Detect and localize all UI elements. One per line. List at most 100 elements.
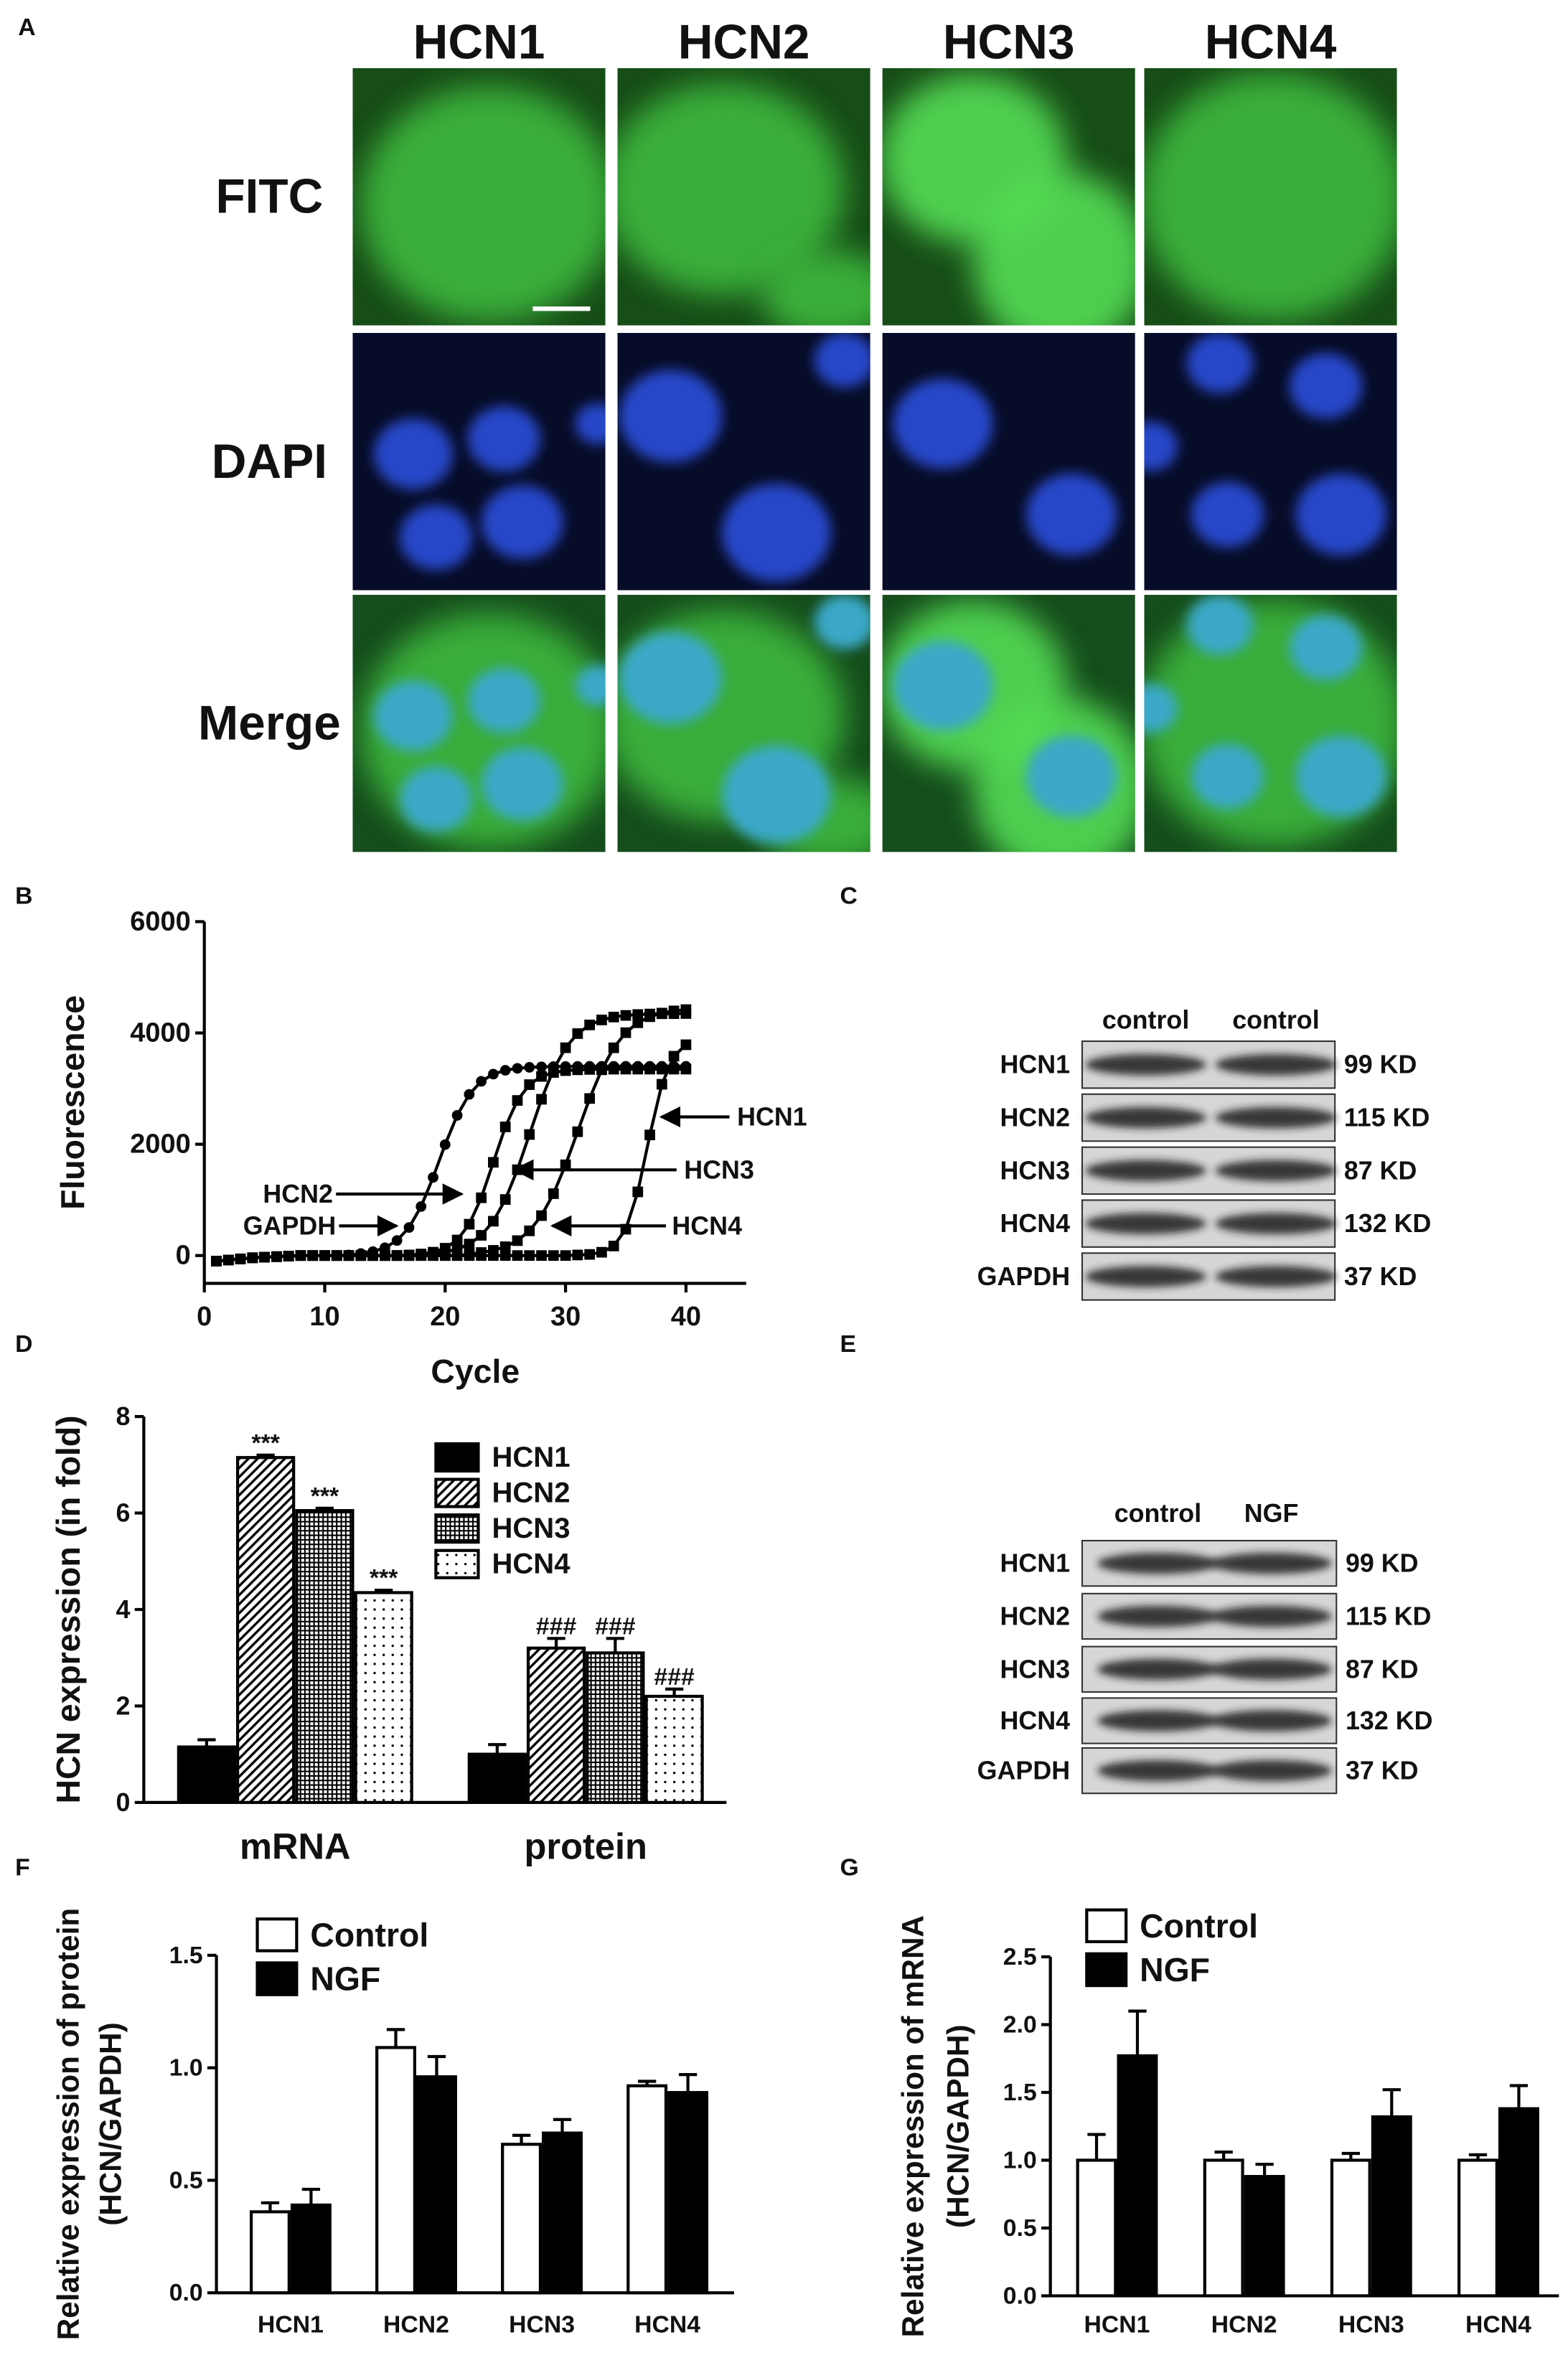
point: [596, 1061, 607, 1072]
panel-label: E: [840, 1330, 857, 1358]
point: [512, 1095, 523, 1106]
point: [656, 1079, 667, 1090]
y-tick-label: 0.0: [1003, 2282, 1037, 2309]
series-line: [216, 1064, 686, 1263]
legend-swatch: [255, 1961, 299, 1996]
point: [499, 1241, 511, 1252]
blot-band: [1085, 1160, 1206, 1182]
bar: [1076, 2158, 1117, 2298]
size-label: 115 KD: [1346, 1602, 1432, 1630]
size-label: 37 KD: [1346, 1757, 1419, 1785]
error-bar: [606, 1637, 624, 1653]
error-bar: [678, 2072, 698, 2093]
significance-label: ###: [595, 1612, 636, 1640]
point: [524, 1250, 535, 1261]
point: [499, 1194, 511, 1205]
nucleus: [1144, 683, 1178, 733]
y-tick-label: 1.5: [169, 1942, 203, 1969]
point: [451, 1234, 463, 1246]
point: [331, 1250, 342, 1261]
micrograph: [617, 332, 870, 591]
error-bar: [1214, 2151, 1233, 2161]
nucleus: [1025, 736, 1117, 817]
bar: [290, 2203, 332, 2295]
point: [632, 1061, 644, 1072]
size-label: 115 KD: [1344, 1104, 1430, 1132]
point: [548, 1250, 559, 1261]
error-bar: [1382, 2088, 1401, 2118]
point: [596, 1014, 607, 1025]
y-tick-label: 2.0: [1003, 2011, 1037, 2038]
size-label: 87 KD: [1346, 1655, 1419, 1683]
point: [596, 1246, 607, 1258]
y-axis-label: (HCN/GAPDH): [93, 2022, 127, 2225]
curve-label: HCN4: [672, 1211, 742, 1240]
blot-band: [1215, 1266, 1337, 1287]
nucleus: [373, 418, 453, 490]
point: [499, 1065, 511, 1076]
point: [608, 1011, 619, 1023]
nucleus: [814, 333, 870, 387]
point: [391, 1235, 403, 1246]
x-tick-label: 40: [671, 1302, 701, 1332]
x-tick-label: protein: [524, 1826, 647, 1867]
x-tick-label: HCN4: [1465, 2311, 1531, 2339]
point: [680, 1039, 692, 1051]
error-bar: [1468, 2153, 1488, 2161]
protein-label: GAPDH: [977, 1757, 1070, 1785]
size-label: 132 KD: [1346, 1706, 1433, 1735]
size-label: 99 KD: [1344, 1051, 1417, 1079]
error-bar: [256, 1453, 275, 1458]
legend-label: HCN1: [492, 1442, 570, 1473]
nucleus: [722, 745, 831, 844]
y-tick-label: 2000: [130, 1129, 190, 1160]
point: [668, 1005, 680, 1017]
size-label: 132 KD: [1344, 1209, 1432, 1238]
point: [632, 1017, 644, 1028]
micrograph: [617, 594, 870, 852]
significance-label: ***: [251, 1429, 280, 1457]
point: [222, 1254, 234, 1266]
micrograph: [882, 332, 1135, 591]
point: [283, 1251, 294, 1261]
bar: [586, 1651, 645, 1804]
bar: [375, 2046, 416, 2295]
point: [488, 1157, 499, 1168]
panel-label: D: [15, 1330, 32, 1358]
curve-label: HCN3: [684, 1155, 754, 1184]
micrograph: [882, 594, 1135, 852]
bar: [1457, 2158, 1498, 2298]
significance-label: ***: [311, 1482, 339, 1510]
curve-label: HCN1: [737, 1102, 807, 1131]
point: [476, 1247, 487, 1258]
cell-body: [973, 171, 1135, 326]
blot-band: [1097, 1605, 1219, 1627]
panel-label: A: [18, 14, 35, 41]
y-tick-label: 1.5: [1003, 2079, 1037, 2106]
point: [319, 1250, 330, 1261]
point: [536, 1210, 547, 1221]
point: [295, 1250, 306, 1261]
nucleus: [1289, 615, 1363, 681]
point: [464, 1218, 475, 1230]
bar: [1498, 2107, 1539, 2298]
point: [416, 1250, 427, 1261]
legend-label: Control: [1140, 1907, 1258, 1945]
cell-body: [360, 86, 606, 323]
blot-band: [1097, 1710, 1219, 1731]
error-bar: [637, 2080, 657, 2086]
bar: [295, 1509, 355, 1804]
bar: [542, 2131, 583, 2295]
blot-band: [1215, 1053, 1337, 1076]
panel-label: F: [15, 1854, 30, 1881]
blot-band: [1211, 1658, 1332, 1681]
x-tick-label: 10: [309, 1302, 339, 1332]
y-tick-label: 0: [176, 1241, 191, 1271]
y-tick-label: 1.0: [1003, 2146, 1037, 2174]
point: [572, 1249, 583, 1261]
point: [584, 1019, 596, 1030]
bar: [1203, 2158, 1244, 2298]
blot-band: [1215, 1106, 1337, 1129]
point: [584, 1249, 596, 1260]
point: [548, 1061, 559, 1072]
